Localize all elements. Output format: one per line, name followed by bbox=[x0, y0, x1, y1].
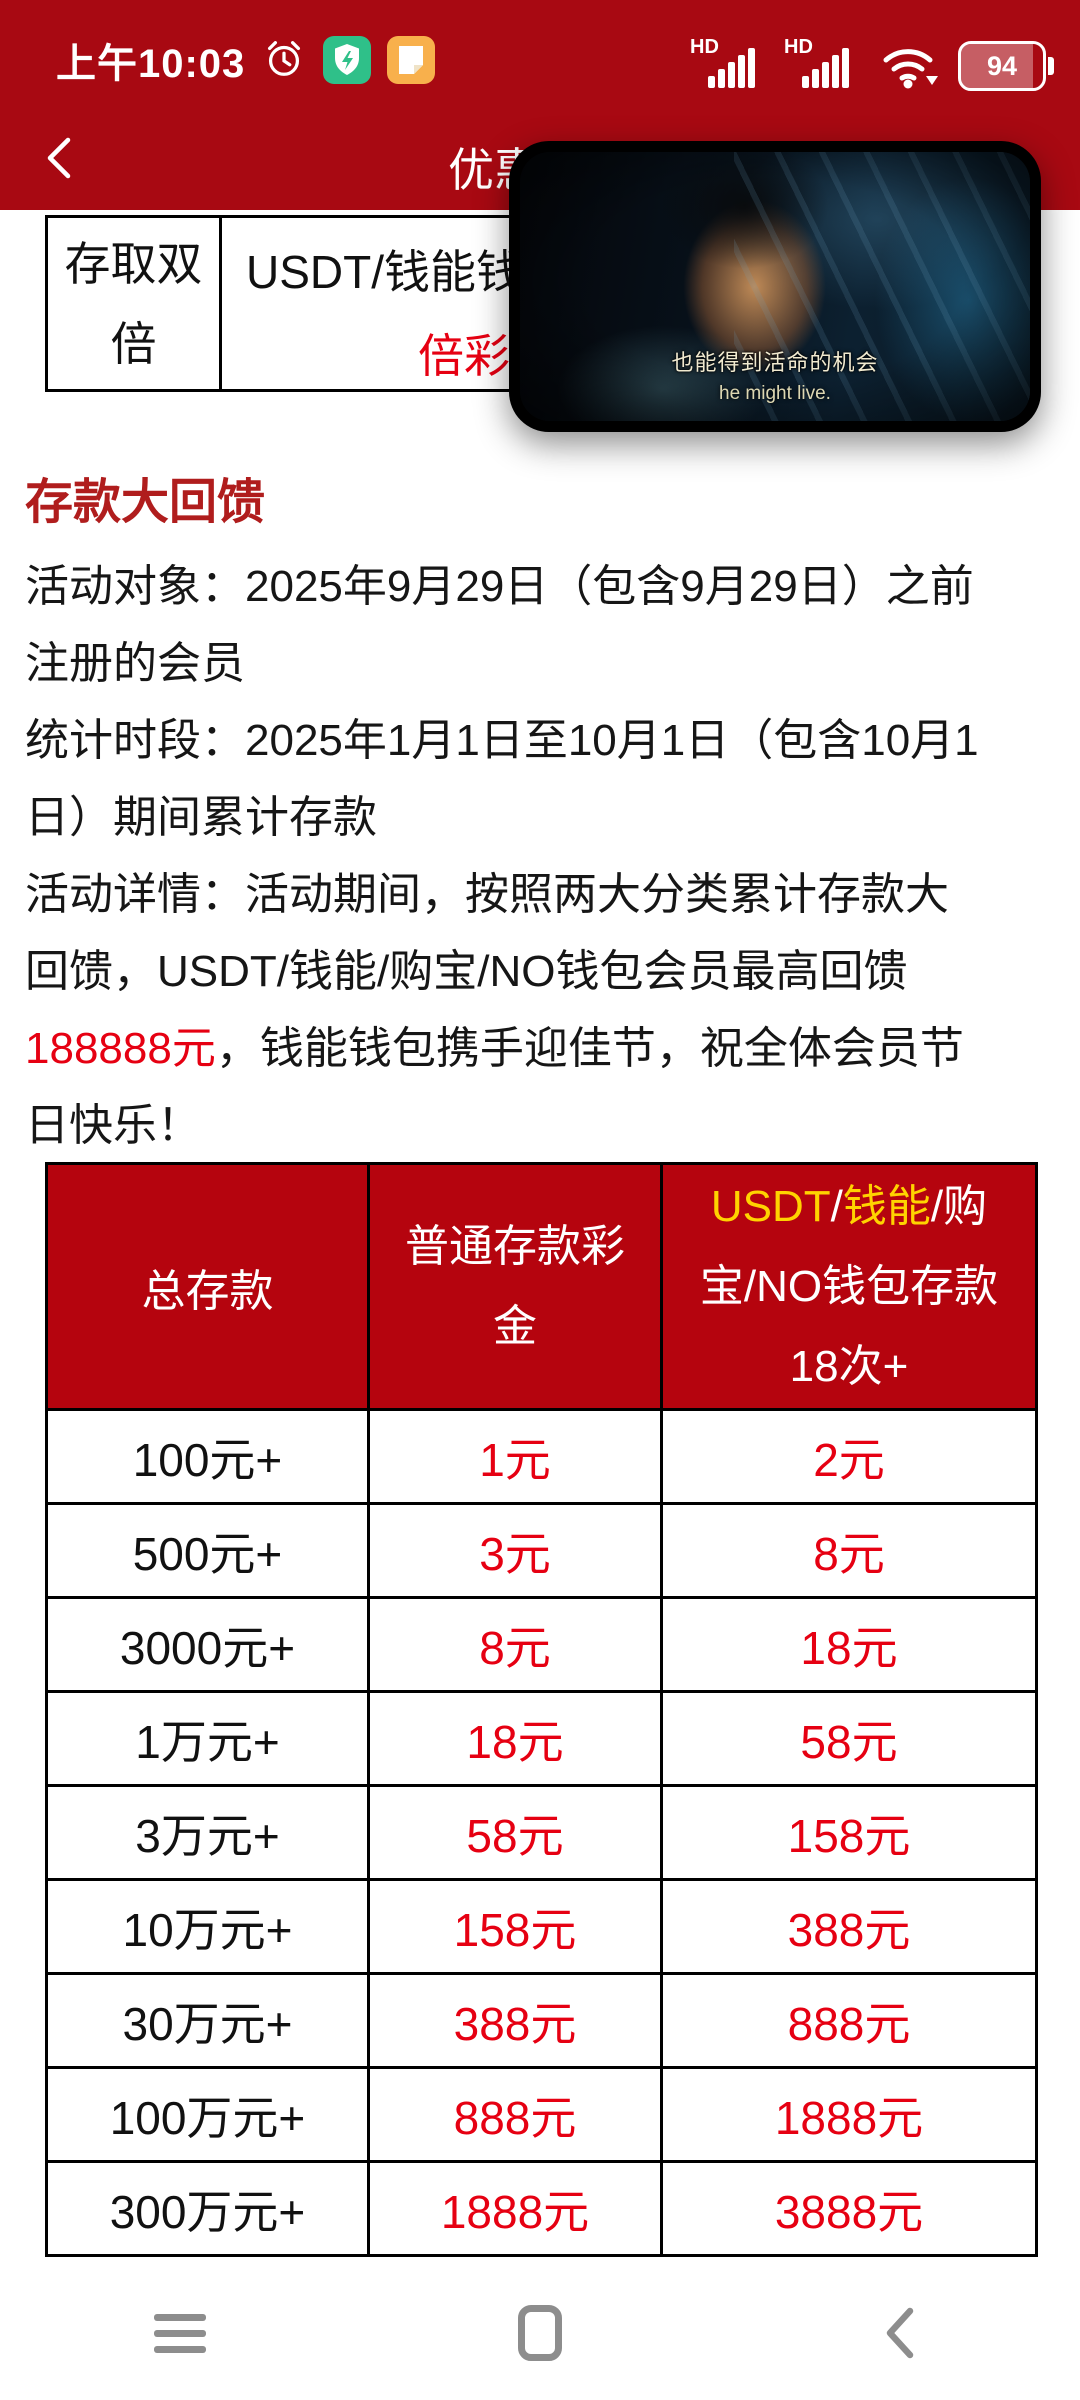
status-left: 上午10:03 bbox=[56, 30, 436, 90]
subtitle-chinese: 也能得到活命的机会 bbox=[671, 350, 879, 375]
header-wallet-bonus: USDT/钱能/购 宝/NO钱包存款 18次+ bbox=[660, 1162, 1038, 1411]
table-row: 3万元+ 58元 158元 bbox=[45, 1784, 1038, 1881]
security-app-icon bbox=[323, 36, 372, 84]
table-divider bbox=[219, 218, 222, 389]
android-nav-bar bbox=[0, 2296, 1080, 2370]
pip-video-frame[interactable]: 也能得到活命的机会 he might live. bbox=[520, 152, 1030, 421]
top-table-desc-line1: USDT/钱能钱 bbox=[246, 246, 522, 298]
promo-line: 统计时段：2025年1月1日至10月1日（包含10月1 bbox=[25, 716, 979, 765]
battery-icon: 94 bbox=[958, 41, 1054, 91]
promo-line: 活动详情：活动期间，按照两大分类累计存款大 bbox=[25, 870, 949, 919]
max-bonus-amount: 188888元 bbox=[25, 1024, 216, 1073]
promo-body-text: 活动对象：2025年9月29日（包含9月29日）之前 注册的会员 统计时段：20… bbox=[25, 548, 1055, 1164]
status-right: HD HD 94 bbox=[690, 30, 1054, 94]
nav-home-button[interactable] bbox=[360, 2296, 720, 2370]
section-heading: 存款大回馈 bbox=[25, 476, 266, 529]
top-table-desc-line2: 倍彩 bbox=[418, 330, 510, 382]
top-table-row-label: 存取双倍 bbox=[64, 237, 203, 370]
promo-line: 回馈，USDT/钱能/购宝/NO钱包会员最高回馈 bbox=[25, 947, 908, 996]
header-total-deposit: 总存款 bbox=[45, 1162, 370, 1411]
alarm-icon bbox=[261, 35, 307, 86]
table-row: 300万元+ 1888元 3888元 bbox=[45, 2160, 1038, 2257]
pip-video-window[interactable]: 也能得到活命的机会 he might live. bbox=[509, 141, 1041, 432]
home-icon bbox=[518, 2305, 562, 2361]
deposit-bonus-table: 总存款 普通存款彩金 USDT/钱能/购 宝/NO钱包存款 18次+ 100元+… bbox=[45, 1162, 1038, 2257]
table-row: 100万元+ 888元 1888元 bbox=[45, 2066, 1038, 2163]
nav-menu-button[interactable] bbox=[0, 2296, 360, 2370]
signal-sim1-icon: HD bbox=[690, 36, 766, 90]
hd-label-1: HD bbox=[690, 36, 719, 58]
table-row: 10万元+ 158元 388元 bbox=[45, 1878, 1038, 1975]
table-row: 100元+ 1元 2元 bbox=[45, 1408, 1038, 1505]
nav-back-button[interactable] bbox=[720, 2296, 1080, 2370]
promo-line-rest: ，钱能钱包携手迎佳节，祝全体会员节 bbox=[215, 1024, 964, 1073]
menu-icon bbox=[154, 2313, 206, 2353]
promo-line: 日快乐！ bbox=[25, 1101, 201, 1150]
battery-percent: 94 bbox=[986, 50, 1018, 81]
promo-line: 活动对象：2025年9月29日（包含9月29日）之前 bbox=[25, 562, 974, 611]
table-row: 3000元+ 8元 18元 bbox=[45, 1596, 1038, 1693]
back-button[interactable] bbox=[36, 132, 88, 184]
promo-line: 日）期间累计存款 bbox=[25, 793, 377, 842]
hd-label-2: HD bbox=[784, 36, 813, 58]
table-row: 1万元+ 18元 58元 bbox=[45, 1690, 1038, 1787]
notes-app-icon bbox=[387, 36, 436, 84]
promo-line: 注册的会员 bbox=[25, 639, 245, 688]
back-chevron-icon bbox=[886, 2307, 914, 2359]
table-row: 500元+ 3元 8元 bbox=[45, 1502, 1038, 1599]
header-normal-bonus: 普通存款彩金 bbox=[367, 1162, 663, 1411]
signal-sim2-icon: HD bbox=[784, 36, 860, 90]
pip-vignette bbox=[520, 152, 1030, 421]
table-row: 30万元+ 388元 888元 bbox=[45, 1972, 1038, 2069]
wifi-icon bbox=[878, 38, 940, 90]
table-header-row: 总存款 普通存款彩金 USDT/钱能/购 宝/NO钱包存款 18次+ bbox=[45, 1162, 1038, 1411]
subtitle-english: he might live. bbox=[719, 383, 831, 404]
status-bar: 上午10:03 HD HD bbox=[0, 30, 1080, 91]
clock-time: 上午10:03 bbox=[56, 42, 246, 86]
promo-line: 188888元，钱能钱包携手迎佳节，祝全体会员节 bbox=[25, 1010, 1055, 1087]
